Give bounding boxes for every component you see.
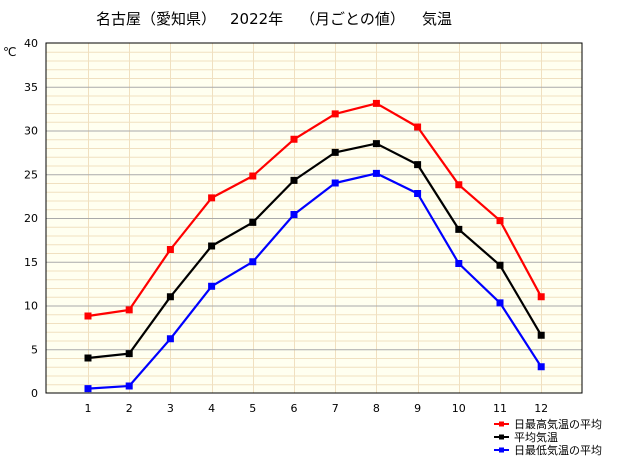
data-point xyxy=(496,261,504,269)
y-tick-label: 30 xyxy=(24,125,38,138)
data-point xyxy=(414,161,422,169)
series-line xyxy=(87,172,543,390)
data-point xyxy=(249,218,257,226)
legend-label: 平均気温 xyxy=(514,430,558,444)
x-tick-label: 10 xyxy=(452,402,466,415)
x-tick-label: 8 xyxy=(373,402,380,415)
data-point xyxy=(166,246,174,253)
data-point xyxy=(166,335,174,343)
x-tick-label: 7 xyxy=(332,402,339,415)
data-point xyxy=(125,350,133,358)
data-point xyxy=(537,293,545,301)
major-grid xyxy=(46,86,582,351)
chart-title: 名古屋（愛知県） 2022年 （月ごとの値） 気温 xyxy=(96,10,452,28)
data-point xyxy=(84,385,92,393)
data-point xyxy=(414,123,422,131)
x-tick-label: 3 xyxy=(167,402,174,415)
data-point xyxy=(372,169,380,177)
data-point xyxy=(455,181,463,189)
y-tick-label: 5 xyxy=(31,343,38,356)
data-point xyxy=(414,190,422,197)
series-line xyxy=(87,142,543,360)
y-axis-ticks: 0 5 10 15 20 25 30 35 40 xyxy=(24,37,38,400)
series-3 xyxy=(84,169,545,393)
data-point xyxy=(331,179,339,187)
data-point xyxy=(372,140,380,148)
data-point xyxy=(331,110,339,118)
data-point xyxy=(249,258,257,266)
y-tick-label: 35 xyxy=(24,81,38,94)
x-tick-label: 2 xyxy=(126,402,133,415)
title-year: 2022年 xyxy=(230,10,283,28)
data-point xyxy=(290,135,298,143)
legend-swatch-marker xyxy=(499,447,504,453)
y-tick-label: 0 xyxy=(31,387,38,400)
series-2 xyxy=(84,140,545,362)
data-point xyxy=(84,312,92,320)
series-1 xyxy=(84,99,545,320)
y-tick-label: 25 xyxy=(24,168,38,181)
data-point xyxy=(125,306,133,314)
data-point xyxy=(125,382,133,390)
minor-grid xyxy=(46,43,582,393)
x-tick-label: 6 xyxy=(291,402,298,415)
data-point xyxy=(455,225,463,233)
data-point xyxy=(331,148,339,156)
series-layer xyxy=(84,99,545,393)
legend-swatch-marker xyxy=(499,434,504,440)
data-point xyxy=(208,194,216,202)
data-point xyxy=(208,282,216,290)
x-tick-label: 11 xyxy=(493,402,507,415)
legend-label: 日最高気温の平均 xyxy=(514,417,602,431)
y-tick-label: 40 xyxy=(24,37,38,50)
data-point xyxy=(372,99,380,107)
y-tick-label: 20 xyxy=(24,212,38,225)
x-tick-label: 5 xyxy=(249,402,256,415)
x-axis-ticks: 1 2 3 4 5 6 7 8 9 10 11 12 xyxy=(85,402,549,415)
data-point xyxy=(496,299,504,307)
legend-item: 平均気温 xyxy=(494,430,558,444)
title-element: 気温 xyxy=(422,10,452,28)
x-tick-label: 4 xyxy=(208,402,215,415)
y-axis-unit: ℃ xyxy=(3,45,16,59)
x-tick-label: 12 xyxy=(534,402,548,415)
legend-label: 日最低気温の平均 xyxy=(514,443,602,457)
legend-swatch-marker xyxy=(499,421,504,427)
x-tick-label: 1 xyxy=(85,402,92,415)
legend-item: 日最高気温の平均 xyxy=(494,417,602,431)
title-period: （月ごとの値） xyxy=(300,10,405,28)
data-point xyxy=(249,172,257,180)
data-point xyxy=(290,211,298,218)
y-tick-label: 15 xyxy=(24,256,38,269)
data-point xyxy=(290,176,298,184)
legend-item: 日最低気温の平均 xyxy=(494,443,602,457)
data-point xyxy=(455,260,463,267)
data-point xyxy=(208,242,216,250)
data-point xyxy=(537,363,545,371)
data-point xyxy=(537,331,545,339)
x-tick-label: 9 xyxy=(414,402,421,415)
data-point xyxy=(496,217,504,225)
y-tick-label: 10 xyxy=(24,300,38,313)
title-location: 名古屋（愛知県） xyxy=(96,10,216,28)
plot-frame xyxy=(45,42,583,394)
data-point xyxy=(84,354,92,362)
series-line xyxy=(87,102,543,318)
data-point xyxy=(166,293,174,301)
